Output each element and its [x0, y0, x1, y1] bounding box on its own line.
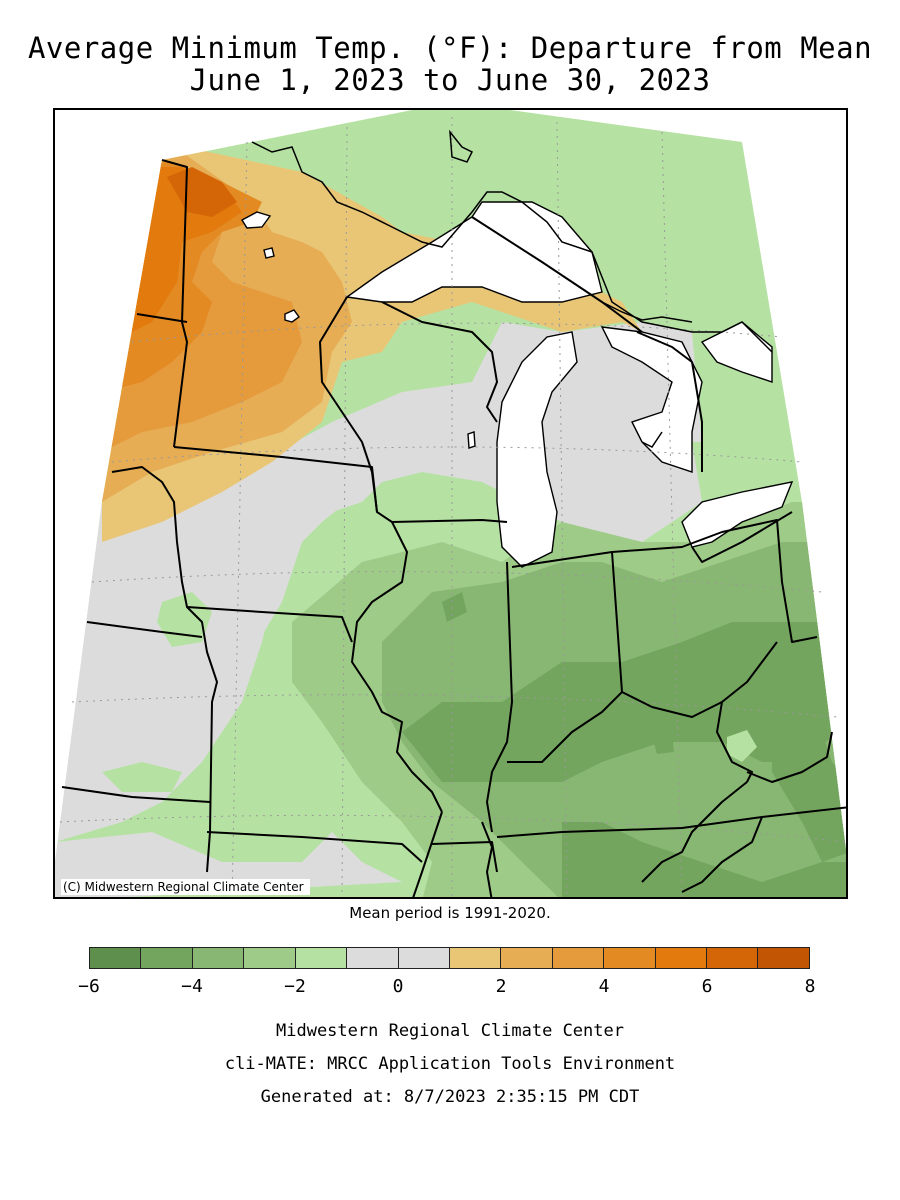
legend-swatch [707, 948, 759, 968]
mean-period-note: Mean period is 1991-2020. [349, 904, 551, 922]
wi-il-border [391, 519, 508, 523]
wv-va-border [746, 731, 833, 783]
legend-swatch [552, 948, 605, 968]
footer-generated-time: Generated at: 8/7/2023 2:35:15 PM CDT [260, 1087, 640, 1107]
map-title: Average Minimum Temp. (°F): Departure fr… [27, 31, 873, 65]
mo-ar-border [206, 831, 423, 863]
il-in-border [486, 561, 513, 833]
ne-ks-border [86, 621, 203, 638]
legend-tick-label: 0 [392, 976, 404, 997]
legend-swatch [398, 948, 450, 968]
tn-va-border [681, 816, 763, 893]
great-lakes [345, 201, 794, 568]
legend-tick-label: −2 [284, 976, 306, 997]
temperature-departure-map: (C) Midwestern Regional Climate Center [53, 108, 848, 899]
lake-michigan [496, 331, 578, 568]
legend-swatch [90, 948, 142, 968]
legend-swatch [758, 948, 809, 968]
erie-border [691, 511, 793, 563]
mn-wi-border [319, 296, 378, 513]
lat-lon-grid [59, 117, 846, 897]
ks-ok-border [61, 786, 211, 803]
footer-application: cli-MATE: MRCC Application Tools Environ… [224, 1054, 676, 1074]
mi-ontario-border [636, 331, 703, 472]
tn-mo-border [431, 841, 498, 873]
legend-tick-label: 8 [804, 976, 816, 997]
ky-west-border [481, 821, 493, 897]
legend-tick-label: −4 [181, 976, 203, 997]
ky-tn-border [496, 806, 846, 838]
va-border [641, 781, 748, 883]
legend-tick-label: 4 [598, 976, 610, 997]
legend-swatch [141, 948, 193, 968]
legend-swatch [501, 948, 553, 968]
state-boundaries [61, 159, 846, 897]
mn-ia-border [173, 446, 393, 523]
legend-tick-label: 2 [495, 976, 507, 997]
footer-organization: Midwestern Regional Climate Center [276, 1021, 624, 1041]
legend-swatch [295, 948, 348, 968]
map-credit: (C) Midwestern Regional Climate Center [61, 879, 310, 895]
lake-erie [681, 481, 794, 548]
legend-swatch [347, 948, 399, 968]
legend-swatch [655, 948, 708, 968]
wi-mi-border [381, 301, 498, 423]
legend-swatch [244, 948, 296, 968]
color-legend [89, 947, 810, 969]
legend-swatch [449, 948, 502, 968]
map-subtitle-date-range: June 1, 2023 to June 30, 2023 [189, 63, 711, 97]
minnesota-lakes [241, 211, 476, 449]
coastlines [251, 129, 773, 448]
legend-tick-label: 6 [701, 976, 713, 997]
nd-sd-border [136, 313, 188, 323]
legend-tick-label: −6 [78, 976, 100, 997]
legend-swatch [604, 948, 656, 968]
mo-bootheel [412, 811, 443, 897]
legend-swatch [192, 948, 245, 968]
canada-border-east [471, 216, 643, 333]
map-graphic [55, 110, 846, 897]
illinois-west-border [351, 521, 443, 813]
ia-mo-border [186, 606, 353, 643]
ky-wv-border [716, 701, 753, 783]
